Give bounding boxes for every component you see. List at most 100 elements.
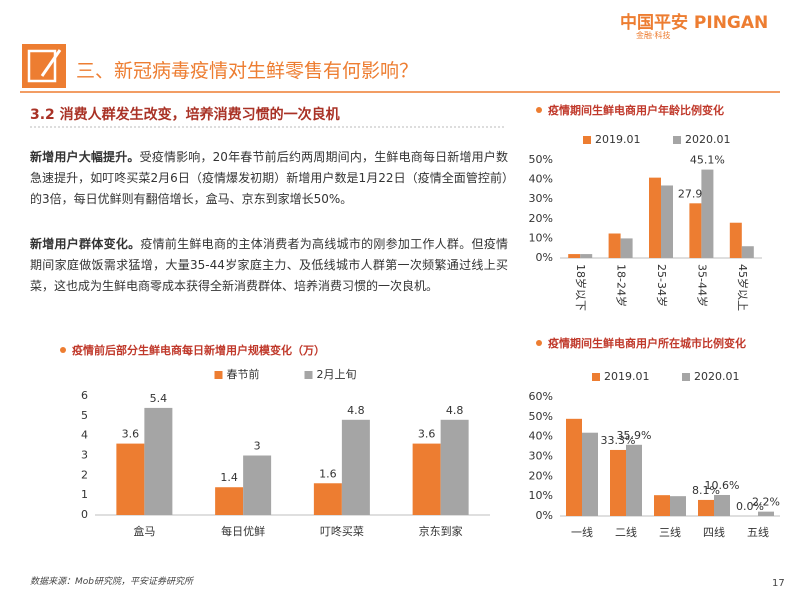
value-label: 3 — [254, 440, 261, 453]
paragraph-text: 疫情前生鲜电商的主体消费者为高线城市的刚参加工作人群。但疫情期间家庭做饭需求猛增… — [30, 237, 508, 293]
y-tick-label: 5 — [81, 409, 88, 422]
title-icon-pen — [40, 49, 62, 77]
x-tick-label: 叮咚买菜 — [320, 524, 364, 538]
bar — [568, 254, 581, 258]
bar — [582, 432, 598, 516]
x-tick-label: 18岁以下 — [574, 264, 588, 311]
bar — [649, 177, 661, 258]
value-label: 2.2% — [752, 496, 780, 509]
bar — [758, 511, 774, 516]
page-title: 三、新冠病毒疫情对生鲜零售有何影响？ — [76, 60, 419, 82]
y-tick-label: 20% — [529, 212, 553, 225]
x-tick-label: 18-24岁 — [615, 264, 629, 307]
legend-label: 2020.01 — [694, 370, 740, 383]
section-heading: 3.2 消费人群发生改变，培养消费习惯的一次良机 — [30, 107, 340, 123]
bar — [626, 444, 642, 516]
y-tick-label: 3 — [81, 449, 88, 462]
y-tick-label: 30% — [529, 450, 553, 463]
value-label: 8.1% — [692, 484, 720, 497]
bar — [701, 169, 714, 258]
bar — [412, 443, 441, 515]
paragraph-lead: 新增用户群体变化。 — [30, 237, 141, 251]
value-label: 1.6 — [319, 467, 337, 480]
source-note: 数据来源：Mob研究院，平安证券研究所 — [30, 577, 193, 587]
y-tick-label: 0% — [536, 509, 553, 522]
paragraph: 新增用户大幅提升。受疫情影响，20年春节前后约两周期间内，生鲜电商每日新增用户数… — [30, 147, 508, 210]
y-tick-label: 2 — [81, 468, 88, 481]
x-tick-label: 二线 — [615, 525, 637, 539]
x-tick-label: 每日优鲜 — [221, 524, 265, 538]
y-tick-label: 60% — [529, 390, 553, 403]
bar — [741, 246, 754, 258]
y-tick-label: 40% — [529, 173, 553, 186]
y-tick-label: 0% — [536, 251, 553, 264]
legend-label: 春节前 — [227, 367, 260, 381]
legend-swatch — [583, 136, 591, 144]
bar — [670, 496, 686, 516]
bar — [689, 203, 702, 258]
x-tick-label: 35-44岁 — [695, 264, 709, 307]
value-label: 4.8 — [446, 404, 464, 417]
x-tick-label: 45岁以上 — [736, 264, 750, 311]
chart-title: 疫情前后部分生鲜电商每日新增用户规模变化（万） — [60, 343, 472, 358]
y-tick-label: 1 — [81, 488, 88, 501]
logo-en: PINGAN — [693, 13, 769, 33]
value-label: 0.0% — [736, 500, 764, 513]
value-label: 45.1% — [690, 154, 725, 167]
bar — [610, 449, 626, 516]
value-label: 1.4 — [220, 471, 238, 484]
value-label: 5.4 — [150, 392, 168, 405]
y-tick-label: 20% — [529, 469, 553, 482]
legend-swatch — [682, 373, 690, 381]
y-tick-label: 30% — [529, 192, 553, 205]
legend-label: 2019.01 — [595, 133, 641, 146]
bar — [714, 494, 730, 516]
value-label: 4.8 — [347, 404, 365, 417]
title-icon-page — [27, 49, 57, 83]
bar — [698, 499, 714, 516]
x-tick-label: 25-34岁 — [655, 264, 669, 307]
chart-title: 疫情期间生鲜电商用户年龄比例变化 — [536, 103, 778, 118]
value-label: 33.3% — [601, 434, 636, 447]
paragraph: 新增用户群体变化。疫情前生鲜电商的主体消费者为高线城市的刚参加工作人群。但疫情期… — [30, 234, 508, 297]
y-tick-label: 10% — [529, 489, 553, 502]
chart-title: 疫情期间生鲜电商用户所在城市比例变化 — [536, 336, 758, 351]
legend-label: 2020.01 — [685, 133, 731, 146]
bar — [661, 185, 673, 258]
value-label: 10.6% — [705, 479, 740, 492]
value-label: 35.9% — [617, 429, 652, 442]
legend-swatch — [673, 136, 681, 144]
legend-label: 2月上旬 — [317, 368, 357, 381]
y-tick-label: 40% — [529, 430, 553, 443]
value-label: 3.6 — [418, 428, 436, 441]
x-tick-label: 一线 — [571, 525, 593, 539]
paragraph-lead: 新增用户大幅提升。 — [30, 150, 140, 164]
tagline: 金融·科技 — [636, 31, 671, 40]
y-tick-label: 0 — [81, 508, 88, 521]
bar — [654, 495, 670, 516]
paragraph-text: 受疫情影响，20年春节前后约两周期间内，生鲜电商每日新增用户数急速提升，如叮咚买… — [30, 150, 508, 206]
bar — [608, 233, 621, 258]
legend-swatch — [214, 371, 223, 379]
bar — [580, 254, 593, 258]
bar — [215, 487, 244, 515]
value-label: 3.6 — [122, 428, 140, 441]
y-tick-label: 50% — [529, 410, 553, 423]
logo: 中国平安 PINGAN — [620, 8, 768, 33]
y-tick-label: 50% — [529, 153, 553, 166]
y-tick-label: 4 — [81, 429, 88, 442]
bar — [566, 418, 582, 516]
x-tick-label: 五线 — [747, 525, 769, 539]
legend-swatch — [592, 373, 600, 381]
bar — [440, 419, 469, 515]
bar — [620, 238, 633, 258]
logo-cn: 中国平安 — [620, 13, 688, 33]
bar — [313, 483, 342, 515]
legend-swatch — [304, 371, 313, 379]
y-tick-label: 10% — [529, 231, 553, 244]
y-tick-label: 6 — [81, 389, 88, 402]
x-tick-label: 盒马 — [133, 524, 155, 538]
bar — [341, 419, 370, 515]
bar — [144, 407, 173, 515]
